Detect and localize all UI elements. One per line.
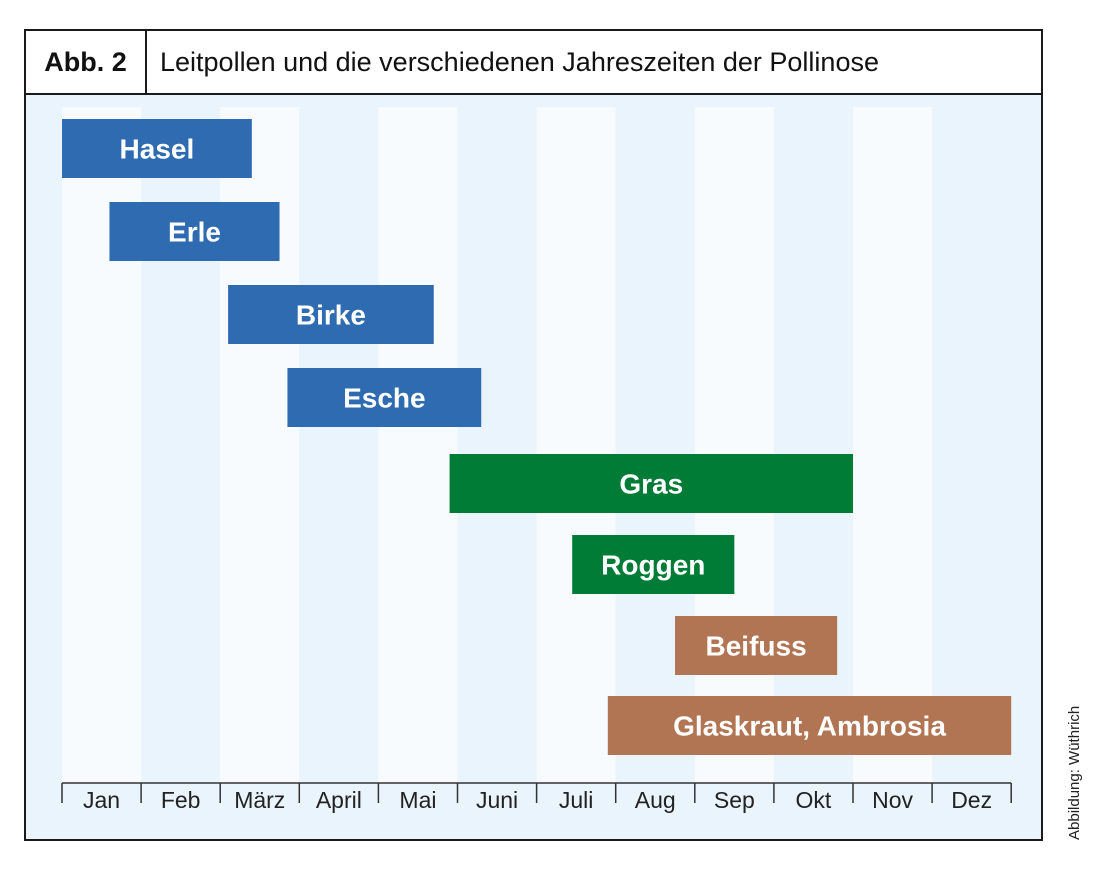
pollen-bar [607,696,1012,755]
month-stripe [853,107,933,783]
pollen-calendar-chart: Jan Feb März April Mai Juni Juli Aug Sep Okt Nov De… [61,107,1012,813]
figure-header: Abb. 2 Leitpollen und die verschiedenen … [26,31,1041,95]
pollen-bar [109,202,280,261]
x-tick-label: Sep [714,787,755,813]
x-tick-label: Juni [476,787,518,813]
x-tick-label: Okt [796,787,832,813]
pollen-bar-label: Hasel [120,134,195,165]
x-tick-label: April [316,787,362,813]
x-tick-label: Jan [83,787,120,813]
x-tick-label: Aug [635,787,676,813]
image-credit: Abbildung: Wüthrich [1066,705,1083,840]
figure-title: Leitpollen und die verschiedenen Jahresz… [160,47,879,77]
figure-frame: Jan Feb März April Mai Juni Juli Aug Sep Okt Nov De… [24,29,1043,841]
pollen-bar-label: Birke [296,300,366,331]
x-tick-label: Mai [399,787,436,813]
pollen-bar-label: Glaskraut, Ambrosia [673,711,946,742]
month-stripe [378,107,458,783]
x-tick-label: Dez [951,787,992,813]
x-tick-label: März [234,787,285,813]
pollen-bar [287,368,482,427]
x-tick-label: Nov [872,787,913,813]
month-stripe [536,107,616,783]
pollen-bar-label: Gras [619,469,683,500]
pollen-bar-label: Erle [168,217,221,248]
figure-label: Abb. 2 [26,31,147,93]
pollen-bar [228,285,434,344]
month-stripe [694,107,774,783]
x-tick-label: Juli [559,787,594,813]
pollen-bar-label: Beifuss [706,631,807,662]
x-tick-label: Feb [161,787,201,813]
pollen-bar [62,119,252,178]
pollen-bar [675,616,838,675]
pollen-bar-label: Esche [343,383,426,414]
pollen-bar-label: Roggen [601,550,705,581]
pollen-bar [572,535,735,594]
pollen-bar [449,454,853,513]
